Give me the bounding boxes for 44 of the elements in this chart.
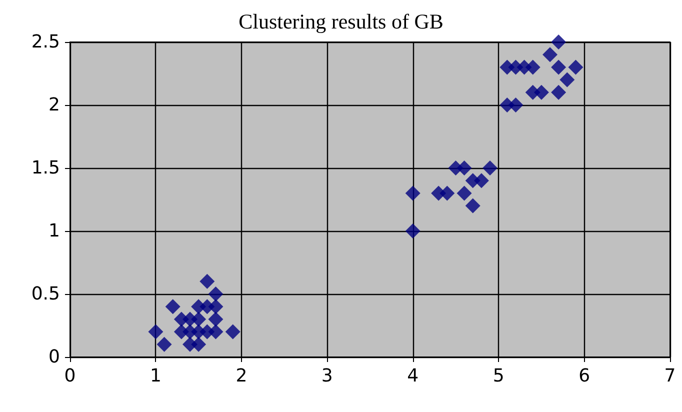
- point: [191, 336, 206, 352]
- point: [560, 72, 575, 88]
- point: [156, 336, 172, 352]
- x-tick-label: 3: [321, 366, 333, 386]
- point: [405, 186, 420, 201]
- point: [148, 324, 164, 340]
- point: [456, 160, 472, 176]
- point: [542, 47, 558, 62]
- point: [482, 160, 498, 176]
- point: [465, 198, 480, 214]
- point: [456, 186, 472, 201]
- point: [191, 312, 206, 327]
- point: [525, 60, 540, 75]
- x-tick-label: 5: [492, 366, 504, 386]
- point: [208, 324, 224, 340]
- point: [551, 84, 566, 100]
- x-tick-label: 4: [407, 366, 419, 386]
- point: [440, 186, 455, 201]
- point: [568, 60, 584, 75]
- chart-title: Clustering results of GB: [238, 10, 444, 34]
- point: [165, 299, 180, 314]
- y-tick-label: 0: [48, 346, 60, 368]
- x-tick-label: 7: [664, 366, 676, 386]
- x-tick-label: 6: [578, 366, 590, 386]
- point: [551, 34, 566, 50]
- point: [534, 84, 549, 100]
- x-tick-label: 2: [236, 366, 248, 386]
- y-tick-label: 1.5: [31, 158, 60, 178]
- y-tick-label: 0.5: [31, 284, 60, 304]
- y-tick-label: 1: [48, 220, 60, 242]
- point: [208, 286, 224, 302]
- point: [200, 274, 215, 289]
- point: [174, 312, 189, 327]
- x-tick-label: 0: [64, 366, 76, 386]
- point: [474, 173, 489, 188]
- x-tick-label: 1: [150, 366, 162, 386]
- point: [551, 60, 566, 75]
- point: [208, 299, 224, 314]
- point: [405, 224, 420, 238]
- y-tick-label: 2: [48, 94, 60, 116]
- point: [208, 312, 224, 327]
- point: [225, 324, 240, 340]
- y-tick-label: 2.5: [31, 32, 60, 52]
- point: [508, 98, 524, 112]
